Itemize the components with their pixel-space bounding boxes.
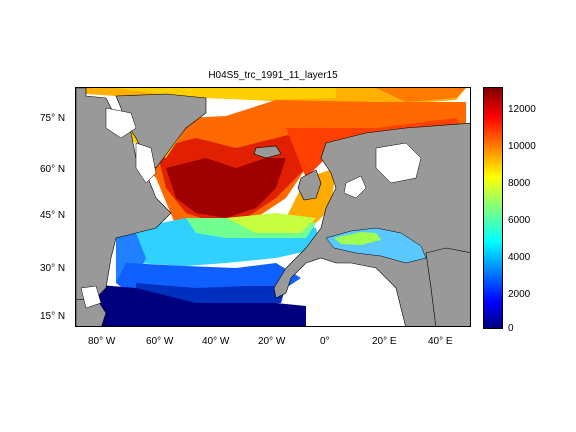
- colorbar-tick-4000: 4000: [508, 252, 531, 263]
- lon-tick-80w: 80° W: [88, 336, 116, 347]
- map-title: H04S5_trc_1991_11_layer15: [208, 70, 338, 81]
- lon-tick-60w: 60° W: [146, 336, 174, 347]
- map-plot: [76, 88, 470, 326]
- lon-tick-20e: 20° E: [372, 336, 397, 347]
- colorbar: [483, 87, 503, 329]
- land: [76, 88, 470, 326]
- lon-tick-0: 0°: [320, 336, 330, 347]
- lat-tick-30: 30° N: [40, 263, 66, 274]
- mediterranean: [325, 227, 427, 264]
- lat-tick-15: 15° N: [40, 311, 66, 322]
- lon-tick-20w: 20° W: [258, 336, 286, 347]
- map-frame: [75, 87, 471, 327]
- no-data: [80, 107, 422, 309]
- lat-tick-75: 75° N: [40, 113, 66, 124]
- colorbar-gradient: [484, 88, 502, 328]
- colorbar-tick-2000: 2000: [508, 289, 531, 300]
- colorbar-tick-8000: 8000: [508, 178, 531, 189]
- lat-tick-45: 45° N: [40, 210, 66, 221]
- lon-tick-40w: 40° W: [202, 336, 230, 347]
- colorbar-tick-6000: 6000: [508, 215, 531, 226]
- colorbar-tick-12000: 12000: [508, 104, 536, 115]
- lat-tick-60: 60° N: [40, 164, 66, 175]
- colorbar-tick-0: 0: [508, 323, 514, 334]
- lon-tick-40e: 40° E: [428, 336, 453, 347]
- colorbar-tick-10000: 10000: [508, 141, 536, 152]
